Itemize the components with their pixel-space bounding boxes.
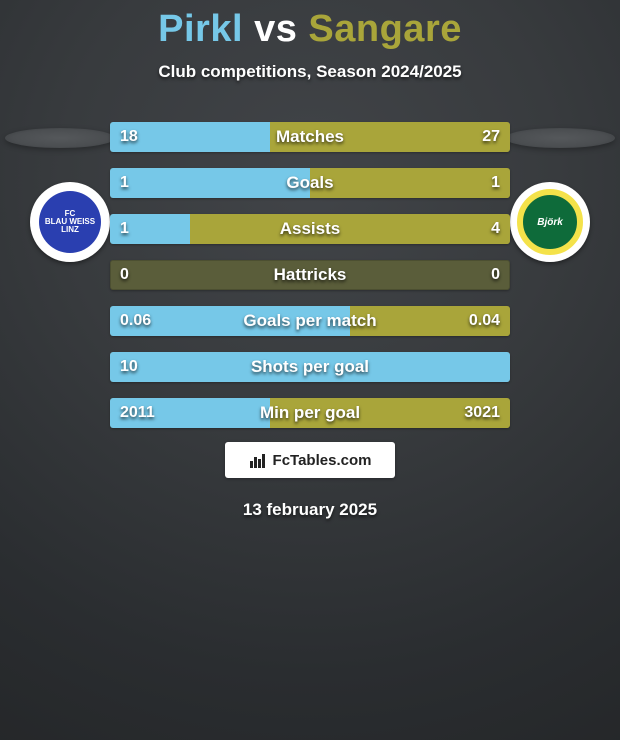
stat-seg-left: [110, 122, 270, 152]
stat-seg-left: [110, 306, 350, 336]
title-vs: vs: [243, 8, 308, 50]
player-shadow-right: [505, 128, 615, 148]
stat-row: Shots per goal10: [110, 352, 510, 382]
chart-icon: [249, 451, 267, 469]
stat-seg-left: [110, 352, 510, 382]
stat-seg-left: [110, 168, 310, 198]
stat-seg-right: [270, 122, 510, 152]
stat-row: Hattricks0 0: [110, 260, 510, 290]
stat-value-right: 0: [481, 260, 510, 290]
stat-row: Min per goal20113021: [110, 398, 510, 428]
source-badge: FcTables.com: [225, 442, 395, 478]
stat-row: Assists14: [110, 214, 510, 244]
player-shadow-left: [5, 128, 115, 148]
stat-label: Hattricks: [110, 260, 510, 290]
crest-left-inner: FCBLAU WEISSLINZ: [39, 191, 101, 253]
stat-seg-right: [350, 306, 510, 336]
subtitle: Club competitions, Season 2024/2025: [0, 62, 620, 82]
page-title: Pirkl vs Sangare: [0, 8, 620, 51]
stat-seg-right: [190, 214, 510, 244]
title-right: Sangare: [308, 8, 461, 50]
stat-row: Matches1827: [110, 122, 510, 152]
crest-right-inner: Björk: [517, 189, 583, 255]
source-badge-text: FcTables.com: [273, 452, 372, 469]
stat-seg-left: [110, 398, 270, 428]
stat-seg-right: [270, 398, 510, 428]
title-left: Pirkl: [158, 8, 243, 50]
stat-row: Goals11: [110, 168, 510, 198]
stat-row: Goals per match0.060.04: [110, 306, 510, 336]
footer-date: 13 february 2025: [0, 500, 620, 520]
stats-bars: Matches1827 Goals11 Assists14 Hattricks0 0 Go…: [110, 122, 510, 444]
crest-left: FCBLAU WEISSLINZ: [30, 182, 110, 262]
crest-right: Björk: [510, 182, 590, 262]
stat-seg-right: [310, 168, 510, 198]
stat-seg-left: [110, 214, 190, 244]
stat-value-left: 0: [110, 260, 139, 290]
